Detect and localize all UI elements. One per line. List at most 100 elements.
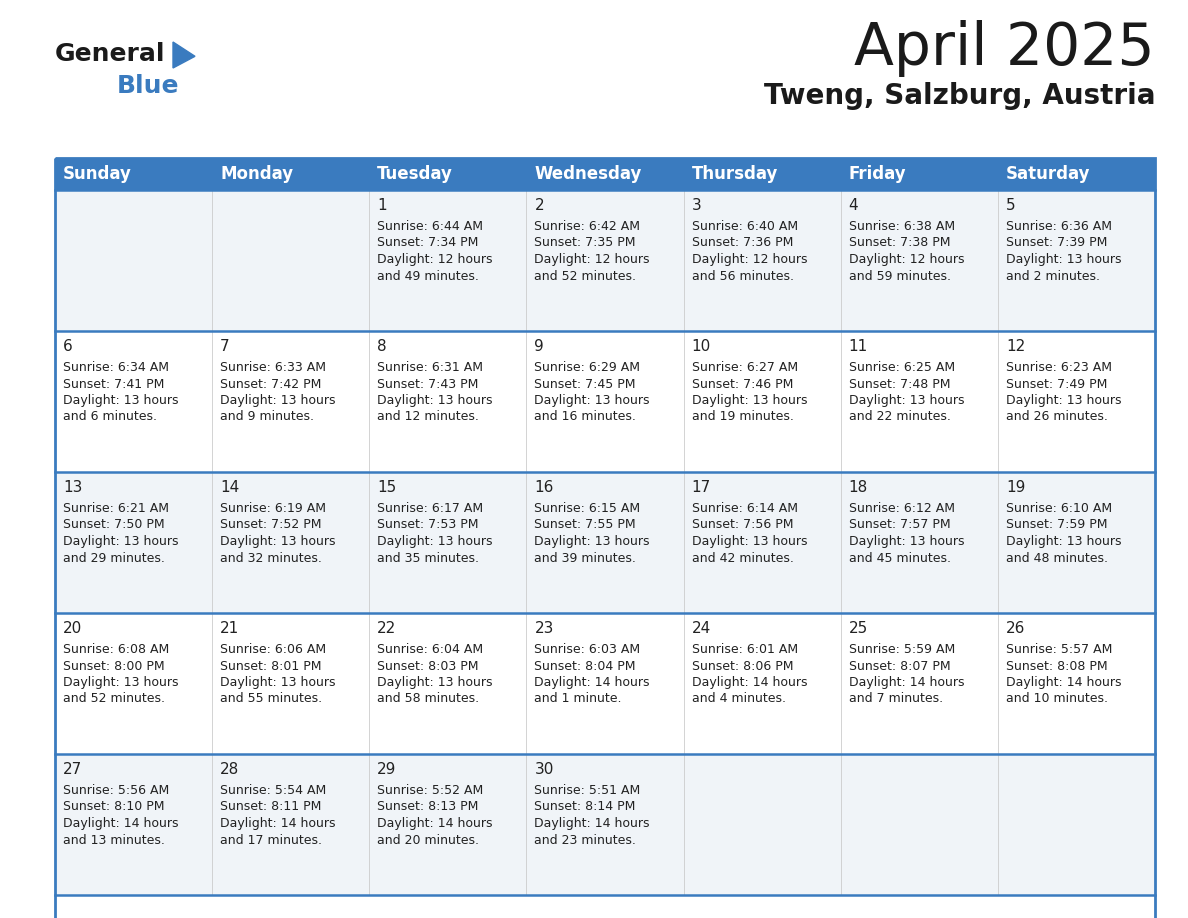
Text: Sunset: 7:56 PM: Sunset: 7:56 PM [691, 519, 794, 532]
Text: Daylight: 13 hours: Daylight: 13 hours [535, 394, 650, 407]
Text: Daylight: 14 hours: Daylight: 14 hours [535, 817, 650, 830]
Text: Daylight: 14 hours: Daylight: 14 hours [220, 817, 336, 830]
Bar [55, 158, 1155, 190]
Bar [55, 613, 1155, 754]
Text: 16: 16 [535, 480, 554, 495]
Text: and 22 minutes.: and 22 minutes. [848, 410, 950, 423]
Text: and 39 minutes.: and 39 minutes. [535, 552, 637, 565]
Polygon shape [173, 42, 195, 68]
Text: Daylight: 14 hours: Daylight: 14 hours [848, 676, 965, 689]
Text: Sunset: 7:50 PM: Sunset: 7:50 PM [63, 519, 165, 532]
Text: Sunrise: 6:31 AM: Sunrise: 6:31 AM [378, 361, 484, 374]
Text: Wednesday: Wednesday [535, 165, 642, 183]
Text: Sunset: 7:34 PM: Sunset: 7:34 PM [378, 237, 479, 250]
Text: 21: 21 [220, 621, 240, 636]
Text: Daylight: 12 hours: Daylight: 12 hours [378, 253, 493, 266]
Text: Daylight: 13 hours: Daylight: 13 hours [220, 535, 336, 548]
Text: 19: 19 [1006, 480, 1025, 495]
Text: Sunday: Sunday [63, 165, 132, 183]
Text: Sunset: 7:43 PM: Sunset: 7:43 PM [378, 377, 479, 390]
Text: Sunrise: 5:51 AM: Sunrise: 5:51 AM [535, 784, 640, 797]
Text: and 10 minutes.: and 10 minutes. [1006, 692, 1108, 706]
Text: 2: 2 [535, 198, 544, 213]
Text: Daylight: 12 hours: Daylight: 12 hours [535, 253, 650, 266]
Text: Daylight: 14 hours: Daylight: 14 hours [63, 817, 178, 830]
Text: Sunset: 8:08 PM: Sunset: 8:08 PM [1006, 659, 1107, 673]
Text: 7: 7 [220, 339, 229, 354]
Text: and 23 minutes.: and 23 minutes. [535, 834, 637, 846]
Text: Daylight: 13 hours: Daylight: 13 hours [63, 676, 178, 689]
Text: 30: 30 [535, 762, 554, 777]
Text: 1: 1 [378, 198, 387, 213]
Text: Friday: Friday [848, 165, 906, 183]
Text: 5: 5 [1006, 198, 1016, 213]
Text: Sunrise: 6:44 AM: Sunrise: 6:44 AM [378, 220, 484, 233]
Text: Daylight: 14 hours: Daylight: 14 hours [691, 676, 807, 689]
Text: and 59 minutes.: and 59 minutes. [848, 270, 950, 283]
Text: and 17 minutes.: and 17 minutes. [220, 834, 322, 846]
Text: Sunrise: 6:19 AM: Sunrise: 6:19 AM [220, 502, 327, 515]
Text: Daylight: 13 hours: Daylight: 13 hours [378, 394, 493, 407]
Text: and 58 minutes.: and 58 minutes. [378, 692, 480, 706]
Text: Sunrise: 5:59 AM: Sunrise: 5:59 AM [848, 643, 955, 656]
Text: and 26 minutes.: and 26 minutes. [1006, 410, 1107, 423]
Text: Daylight: 13 hours: Daylight: 13 hours [378, 535, 493, 548]
Text: and 48 minutes.: and 48 minutes. [1006, 552, 1108, 565]
Text: Sunrise: 6:21 AM: Sunrise: 6:21 AM [63, 502, 169, 515]
Text: 26: 26 [1006, 621, 1025, 636]
Text: Sunrise: 6:03 AM: Sunrise: 6:03 AM [535, 643, 640, 656]
Bar [55, 754, 1155, 895]
Text: April 2025: April 2025 [854, 20, 1155, 77]
Text: Sunset: 8:00 PM: Sunset: 8:00 PM [63, 659, 165, 673]
Text: and 55 minutes.: and 55 minutes. [220, 692, 322, 706]
Text: Sunrise: 6:42 AM: Sunrise: 6:42 AM [535, 220, 640, 233]
Bar [55, 331, 1155, 472]
Text: Daylight: 13 hours: Daylight: 13 hours [220, 394, 336, 407]
Text: Sunset: 7:49 PM: Sunset: 7:49 PM [1006, 377, 1107, 390]
Text: Daylight: 13 hours: Daylight: 13 hours [691, 394, 807, 407]
Text: Daylight: 13 hours: Daylight: 13 hours [1006, 394, 1121, 407]
Text: Sunset: 8:03 PM: Sunset: 8:03 PM [378, 659, 479, 673]
Text: Daylight: 13 hours: Daylight: 13 hours [1006, 535, 1121, 548]
Text: and 56 minutes.: and 56 minutes. [691, 270, 794, 283]
Text: Sunrise: 6:38 AM: Sunrise: 6:38 AM [848, 220, 955, 233]
Text: and 35 minutes.: and 35 minutes. [378, 552, 479, 565]
Text: Daylight: 13 hours: Daylight: 13 hours [220, 676, 336, 689]
Bar [55, 472, 1155, 613]
Text: and 7 minutes.: and 7 minutes. [848, 692, 943, 706]
Text: and 9 minutes.: and 9 minutes. [220, 410, 314, 423]
Text: Sunset: 7:57 PM: Sunset: 7:57 PM [848, 519, 950, 532]
Text: and 32 minutes.: and 32 minutes. [220, 552, 322, 565]
Text: and 13 minutes.: and 13 minutes. [63, 834, 165, 846]
Text: Daylight: 14 hours: Daylight: 14 hours [1006, 676, 1121, 689]
Text: Sunrise: 6:17 AM: Sunrise: 6:17 AM [378, 502, 484, 515]
Text: Sunset: 8:14 PM: Sunset: 8:14 PM [535, 800, 636, 813]
Text: and 2 minutes.: and 2 minutes. [1006, 270, 1100, 283]
Text: 27: 27 [63, 762, 82, 777]
Text: 18: 18 [848, 480, 868, 495]
Text: Sunrise: 6:01 AM: Sunrise: 6:01 AM [691, 643, 797, 656]
Text: Sunrise: 5:52 AM: Sunrise: 5:52 AM [378, 784, 484, 797]
Text: Sunrise: 6:25 AM: Sunrise: 6:25 AM [848, 361, 955, 374]
Text: Daylight: 13 hours: Daylight: 13 hours [848, 394, 965, 407]
Text: Daylight: 14 hours: Daylight: 14 hours [535, 676, 650, 689]
Text: Sunrise: 6:14 AM: Sunrise: 6:14 AM [691, 502, 797, 515]
Text: Tweng, Salzburg, Austria: Tweng, Salzburg, Austria [764, 82, 1155, 110]
Text: Monday: Monday [220, 165, 293, 183]
Text: 25: 25 [848, 621, 868, 636]
Text: Sunrise: 6:40 AM: Sunrise: 6:40 AM [691, 220, 797, 233]
Bar [55, 158, 1155, 918]
Text: Sunrise: 6:23 AM: Sunrise: 6:23 AM [1006, 361, 1112, 374]
Text: 6: 6 [63, 339, 72, 354]
Text: and 12 minutes.: and 12 minutes. [378, 410, 479, 423]
Text: Daylight: 13 hours: Daylight: 13 hours [378, 676, 493, 689]
Text: Sunrise: 6:34 AM: Sunrise: 6:34 AM [63, 361, 169, 374]
Text: Sunset: 8:01 PM: Sunset: 8:01 PM [220, 659, 322, 673]
Text: Sunrise: 5:57 AM: Sunrise: 5:57 AM [1006, 643, 1112, 656]
Text: Sunrise: 6:10 AM: Sunrise: 6:10 AM [1006, 502, 1112, 515]
Text: and 52 minutes.: and 52 minutes. [535, 270, 637, 283]
Text: 20: 20 [63, 621, 82, 636]
Text: 11: 11 [848, 339, 868, 354]
Text: Sunset: 8:11 PM: Sunset: 8:11 PM [220, 800, 322, 813]
Text: and 45 minutes.: and 45 minutes. [848, 552, 950, 565]
